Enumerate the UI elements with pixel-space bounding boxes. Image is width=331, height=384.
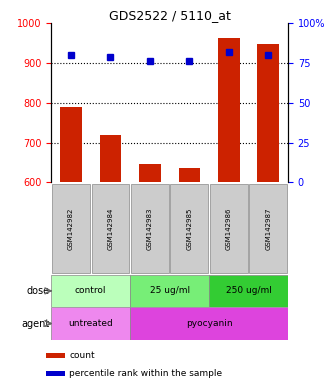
Text: GSM142987: GSM142987 [265,207,271,250]
Bar [139,164,161,182]
Bar [218,38,240,182]
Text: dose: dose [27,286,50,296]
Bar [130,307,288,340]
Bar [178,169,200,182]
Bar [249,184,287,273]
Text: 250 ug/ml: 250 ug/ml [226,286,271,295]
Text: untreated: untreated [69,319,113,328]
Bar [130,275,209,307]
Text: GSM142985: GSM142985 [186,207,192,250]
Text: GSM142984: GSM142984 [108,207,114,250]
Text: pyocyanin: pyocyanin [186,319,232,328]
Bar [100,135,121,182]
Text: agent: agent [22,318,50,329]
Text: GSM142986: GSM142986 [226,207,232,250]
Text: control: control [75,286,107,295]
Bar [51,275,130,307]
Bar [258,44,279,182]
Bar [51,307,130,340]
Bar [131,184,169,273]
Bar [210,184,248,273]
Text: percentile rank within the sample: percentile rank within the sample [69,369,222,378]
Bar [92,184,129,273]
Bar [46,371,65,376]
Bar [46,353,65,358]
Text: 25 ug/ml: 25 ug/ml [150,286,190,295]
Bar [170,184,208,273]
Title: GDS2522 / 5110_at: GDS2522 / 5110_at [109,9,231,22]
Text: count: count [69,351,95,360]
Text: GSM142983: GSM142983 [147,207,153,250]
Text: GSM142982: GSM142982 [68,207,74,250]
Bar [52,184,90,273]
Bar [60,107,82,182]
Bar [209,275,288,307]
